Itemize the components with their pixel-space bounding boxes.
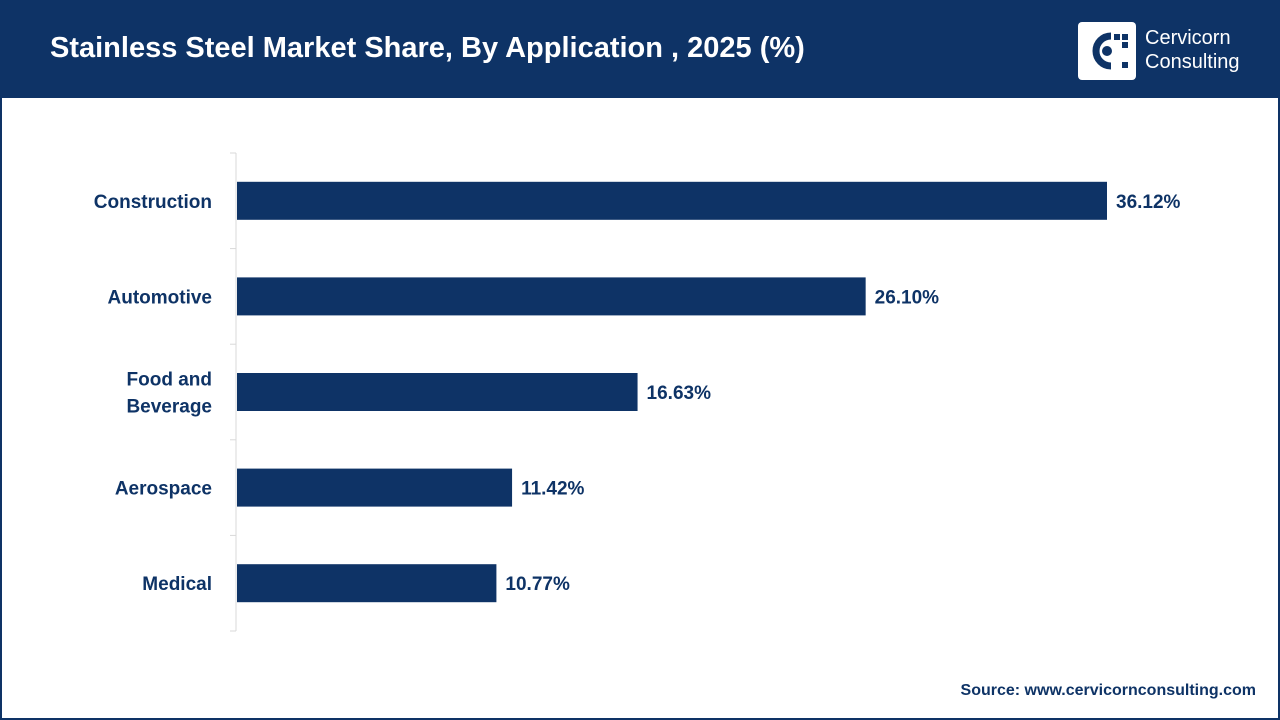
value-label: 11.42%	[521, 479, 584, 500]
logo-line-2: Consulting	[1145, 51, 1240, 73]
source-note: Source: www.cervicornconsulting.com	[960, 682, 1256, 699]
logo-wordmark: Cervicorn Consulting	[1145, 26, 1240, 74]
category-label: Automotive	[108, 287, 213, 308]
cervicorn-logo-icon	[1078, 22, 1136, 80]
bar-chart: 36.12% Construction 26.10% Automotive 16.63%…	[94, 152, 1181, 632]
value-label: 10.77%	[505, 574, 570, 595]
category-label: Medical	[142, 574, 212, 595]
category-label: Aerospace	[115, 479, 212, 500]
bar	[237, 181, 1107, 220]
bar	[237, 277, 866, 316]
value-label: 16.63%	[647, 383, 712, 404]
value-label: 36.12%	[1116, 192, 1181, 213]
bar	[237, 468, 513, 507]
value-label: 26.10%	[875, 287, 940, 308]
company-logo: Cervicorn Consulting	[1078, 22, 1258, 80]
bar	[237, 564, 497, 603]
bar	[237, 373, 638, 411]
chart-title: Stainless Steel Market Share, By Applica…	[50, 32, 805, 64]
logo-line-1: Cervicorn	[1145, 27, 1231, 49]
header-bar: Stainless Steel Market Share, By Applica…	[2, 2, 1278, 98]
category-label: Construction	[94, 192, 212, 213]
category-label: Food and Beverage	[126, 370, 212, 418]
